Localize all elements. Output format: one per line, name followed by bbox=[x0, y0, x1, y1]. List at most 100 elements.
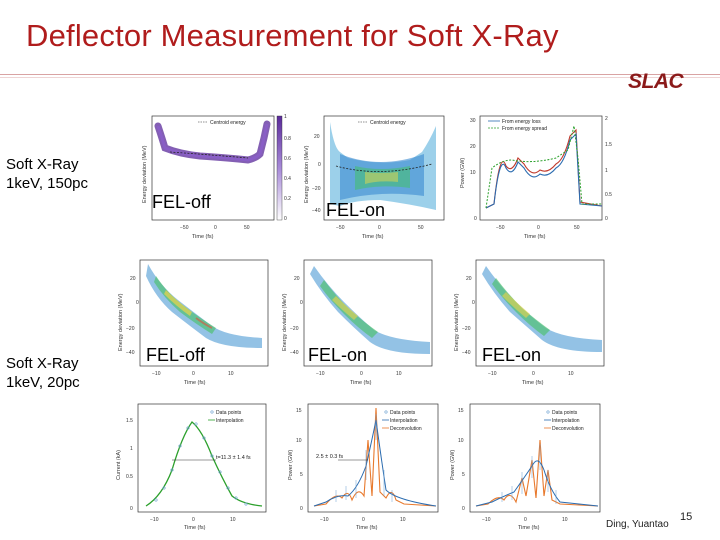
row-label-line1: Soft X-Ray bbox=[6, 156, 79, 173]
svg-text:10: 10 bbox=[562, 517, 568, 523]
svg-text:0.2: 0.2 bbox=[284, 196, 291, 202]
legend-interpolation: Interpolation bbox=[216, 418, 244, 424]
y-axis-label: Current (kA) bbox=[116, 450, 122, 480]
fwhm-annotation: 2.5 ± 0.3 fs bbox=[316, 454, 343, 460]
phase-space-plot-150pc-fel-off: Centroid energy FEL-off 10.80.6 0.40.20 … bbox=[142, 114, 291, 240]
x-axis-label: Time (fs) bbox=[524, 234, 546, 240]
svg-text:15: 15 bbox=[458, 408, 464, 414]
svg-text:−20: −20 bbox=[126, 326, 135, 332]
phase-space-plot-20pc-fel-on-2: FEL-on 20 0 −20 −40 −10 0 10 Time (fs) Energy… bbox=[454, 259, 605, 386]
svg-text:15: 15 bbox=[296, 408, 302, 414]
legend-data-points: Data points bbox=[216, 410, 242, 416]
row-label-line1: Soft X-Ray bbox=[6, 355, 79, 372]
svg-text:0: 0 bbox=[192, 371, 195, 377]
svg-text:5: 5 bbox=[300, 472, 303, 478]
svg-text:0: 0 bbox=[130, 506, 133, 512]
legend-interpolation: Interpolation bbox=[390, 418, 418, 424]
slac-logo: SLAC bbox=[628, 70, 684, 93]
svg-text:−10: −10 bbox=[150, 517, 159, 523]
power-profile-plot-150pc: From energy loss From energy spread 3020… bbox=[460, 115, 612, 240]
svg-text:50: 50 bbox=[244, 225, 250, 231]
phase-space-plot-20pc-fel-off: FEL-off 20 0 −20 −40 −10 0 10 Time (fs) Energ… bbox=[118, 259, 269, 386]
svg-text:−40: −40 bbox=[462, 350, 471, 356]
svg-text:0: 0 bbox=[537, 225, 540, 231]
svg-text:−40: −40 bbox=[290, 350, 299, 356]
svg-text:−50: −50 bbox=[336, 225, 345, 231]
x-axis-label: Time (fs) bbox=[184, 525, 206, 530]
legend-data-points: Data points bbox=[552, 410, 578, 416]
svg-text:0: 0 bbox=[472, 300, 475, 306]
svg-text:−10: −10 bbox=[488, 371, 497, 377]
panel-label-fel-on: FEL-on bbox=[326, 200, 385, 220]
y-axis-label: Power (GW) bbox=[460, 158, 466, 188]
colorbar bbox=[276, 115, 283, 221]
svg-text:0.6: 0.6 bbox=[284, 156, 291, 162]
x-axis-label: Time (fs) bbox=[522, 380, 544, 386]
y-axis-label: Power (GW) bbox=[450, 450, 456, 480]
svg-text:0: 0 bbox=[300, 506, 303, 512]
svg-text:50: 50 bbox=[418, 225, 424, 231]
svg-text:−10: −10 bbox=[316, 371, 325, 377]
svg-text:20: 20 bbox=[314, 134, 320, 140]
legend-data-points: Data points bbox=[390, 410, 416, 416]
current-profile-plot-20pc: t=11.3 ± 1.4 fs Data points Interpolatio… bbox=[116, 403, 267, 530]
svg-text:1.5: 1.5 bbox=[605, 142, 612, 148]
svg-text:−40: −40 bbox=[312, 208, 321, 214]
svg-text:0: 0 bbox=[318, 162, 321, 168]
legend-deconvolution: Deconvolution bbox=[552, 426, 584, 432]
svg-text:10: 10 bbox=[296, 438, 302, 444]
panel-label-fel-on: FEL-on bbox=[482, 345, 541, 365]
svg-text:−10: −10 bbox=[320, 517, 329, 523]
svg-text:20: 20 bbox=[130, 276, 136, 282]
svg-text:5: 5 bbox=[462, 472, 465, 478]
svg-text:−20: −20 bbox=[312, 186, 321, 192]
svg-text:10: 10 bbox=[230, 517, 236, 523]
y-axis-label: Energy deviation (MeV) bbox=[282, 293, 288, 351]
phase-space-plot-20pc-fel-on-1: FEL-on 20 0 −20 −40 −10 0 10 Time (fs) Energy… bbox=[282, 259, 433, 386]
svg-text:0.5: 0.5 bbox=[126, 474, 133, 480]
y-axis-label: Energy deviation (MeV) bbox=[118, 293, 124, 351]
title-divider bbox=[0, 74, 720, 75]
y-axis-label: Energy deviation (MeV) bbox=[304, 145, 310, 203]
y-axis-label: Power (GW) bbox=[288, 450, 294, 480]
svg-text:10: 10 bbox=[400, 517, 406, 523]
x-axis-label: Time (fs) bbox=[518, 525, 540, 530]
phase-space-plot-150pc-fel-on: Centroid energy FEL-on 200−20−40 −50 0 50 … bbox=[304, 115, 445, 240]
svg-text:0: 0 bbox=[378, 225, 381, 231]
svg-text:0: 0 bbox=[462, 506, 465, 512]
svg-text:0: 0 bbox=[362, 517, 365, 523]
row-label-line2: 1keV, 150pc bbox=[6, 175, 89, 192]
svg-text:1: 1 bbox=[130, 446, 133, 452]
title-divider-2 bbox=[0, 77, 720, 78]
svg-text:0: 0 bbox=[192, 517, 195, 523]
svg-text:30: 30 bbox=[470, 118, 476, 124]
svg-text:20: 20 bbox=[470, 144, 476, 150]
svg-text:20: 20 bbox=[294, 276, 300, 282]
svg-text:0: 0 bbox=[532, 371, 535, 377]
fwhm-annotation: t=11.3 ± 1.4 fs bbox=[216, 455, 251, 461]
svg-text:10: 10 bbox=[470, 170, 476, 176]
svg-text:10: 10 bbox=[458, 438, 464, 444]
page-number: 15 bbox=[680, 511, 693, 523]
svg-text:0: 0 bbox=[214, 225, 217, 231]
svg-text:0.4: 0.4 bbox=[284, 176, 291, 182]
panel-label-fel-on: FEL-on bbox=[308, 345, 367, 365]
legend-centroid: Centroid energy bbox=[210, 120, 246, 126]
panel-label-fel-off: FEL-off bbox=[146, 345, 206, 365]
svg-text:−20: −20 bbox=[462, 326, 471, 332]
svg-text:2: 2 bbox=[605, 116, 608, 122]
svg-text:0.8: 0.8 bbox=[284, 136, 291, 142]
svg-text:10: 10 bbox=[228, 371, 234, 377]
x-axis-label: Time (fs) bbox=[362, 234, 384, 240]
svg-text:1: 1 bbox=[605, 168, 608, 174]
y-axis-label: Energy deviation (MeV) bbox=[454, 293, 460, 351]
svg-text:−50: −50 bbox=[496, 225, 505, 231]
svg-text:0: 0 bbox=[300, 300, 303, 306]
row-label-150pc: Soft X-Ray 1keV, 150pc bbox=[6, 155, 88, 193]
svg-text:−40: −40 bbox=[126, 350, 135, 356]
svg-text:0: 0 bbox=[284, 216, 287, 222]
svg-text:0: 0 bbox=[524, 517, 527, 523]
svg-text:−10: −10 bbox=[152, 371, 161, 377]
svg-text:−10: −10 bbox=[482, 517, 491, 523]
x-axis-label: Time (fs) bbox=[356, 525, 378, 530]
